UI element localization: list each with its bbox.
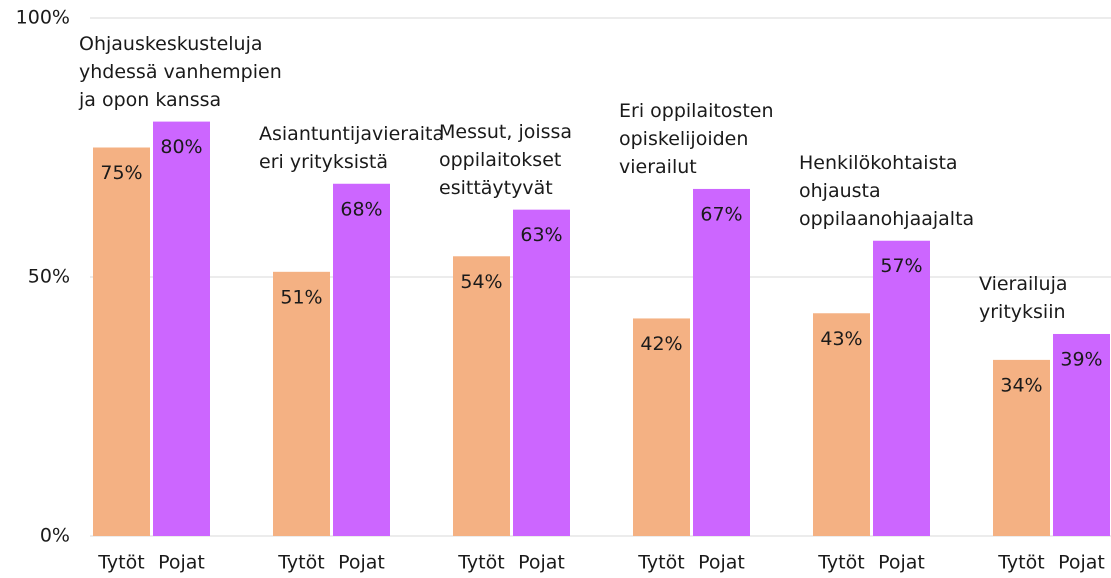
value-label: 80% [160, 136, 202, 158]
bar [873, 240, 930, 537]
bar [93, 147, 150, 536]
x-tick-label: Pojat [518, 552, 565, 574]
value-label: 34% [1000, 374, 1042, 396]
y-tick-label: 0% [40, 525, 70, 547]
value-label: 39% [1060, 348, 1102, 370]
y-tick-label: 100% [16, 7, 70, 29]
value-label: 51% [280, 286, 322, 308]
category-label: Ohjauskeskusteluja yhdessä vanhempien ja… [79, 32, 282, 111]
y-tick-label: 50% [28, 266, 70, 288]
x-tick-label: Pojat [338, 552, 385, 574]
x-tick-label: Tytöt [277, 552, 324, 574]
value-label: 63% [520, 224, 562, 246]
value-label: 57% [880, 255, 922, 277]
x-tick-label: Pojat [878, 552, 925, 574]
x-tick-label: Tytöt [97, 552, 144, 574]
category-label: Eri oppilaitosten opiskelijoiden vierail… [619, 99, 774, 178]
category-label: Messut, joissa oppilaitokset esittäytyvä… [439, 120, 573, 199]
x-tick-label: Tytöt [457, 552, 504, 574]
x-tick-label: Pojat [698, 552, 745, 574]
value-label: 68% [340, 198, 382, 220]
bar [333, 183, 390, 536]
bar [993, 359, 1050, 536]
category-label: Asiantuntijavieraita eri yrityksistä [259, 122, 445, 173]
value-label: 43% [820, 328, 862, 350]
x-tick-label: Tytöt [997, 552, 1044, 574]
x-tick-label: Tytöt [637, 552, 684, 574]
bar [633, 318, 690, 536]
category-label: Vierailuja yrityksiin [979, 272, 1068, 323]
bar [153, 121, 210, 536]
value-label: 75% [100, 162, 142, 184]
bar [453, 256, 510, 536]
x-tick-label: Pojat [1058, 552, 1105, 574]
x-tick-label: Tytöt [817, 552, 864, 574]
value-label: 54% [460, 271, 502, 293]
value-label: 42% [640, 333, 682, 355]
bar [273, 271, 330, 536]
bar [1053, 333, 1110, 536]
x-tick-label: Pojat [158, 552, 205, 574]
bar [513, 209, 570, 536]
category-label: Henkilökohtaista ohjausta oppilaanohjaaj… [799, 151, 975, 230]
bar [813, 313, 870, 536]
bar [693, 188, 750, 536]
value-label: 67% [700, 203, 742, 225]
